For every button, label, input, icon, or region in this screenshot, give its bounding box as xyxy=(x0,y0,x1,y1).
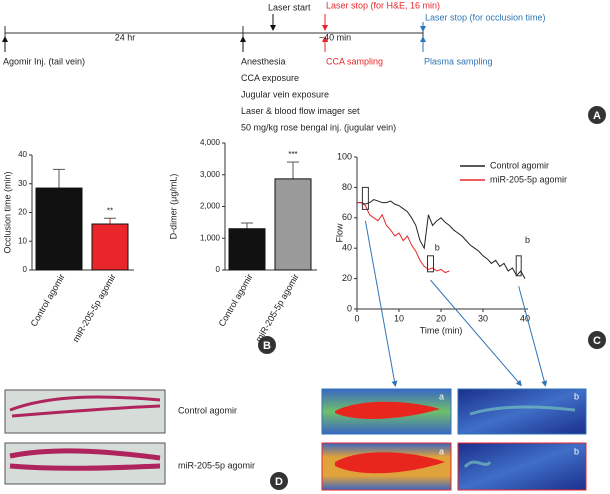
y-tick-label: 4,000 xyxy=(200,138,221,147)
vessel xyxy=(9,395,161,418)
panel-letter: A xyxy=(593,110,601,122)
timeline-label: Agomir Inj. (tail vein) xyxy=(3,56,85,66)
x-tick-label: miR-205-5p agomir xyxy=(254,272,301,344)
y-tick-label: 0 xyxy=(216,265,221,274)
timeline-step: CCA exposure xyxy=(241,73,299,83)
timeline-label: CCA sampling xyxy=(326,56,383,66)
timeline-step: 50 mg/kg rose bengal inj. (jugular vein) xyxy=(241,122,396,132)
image-label: a xyxy=(439,391,444,401)
bar xyxy=(274,178,312,271)
timeline-step: Anesthesia xyxy=(241,56,286,66)
x-tick-label: 40 xyxy=(520,313,530,323)
bar xyxy=(228,228,266,271)
annotation: b xyxy=(435,243,440,253)
y-tick-label: 0 xyxy=(347,303,352,313)
panel-badge xyxy=(258,336,276,354)
vessel xyxy=(335,401,440,419)
zoom-box xyxy=(427,255,434,273)
panel-letter: C xyxy=(593,335,601,347)
interval-label: 24 hr xyxy=(115,32,136,42)
x-tick-label: Control agomir xyxy=(29,272,67,328)
vessel xyxy=(9,448,161,471)
y-axis-label: D-dimer (μg/mL) xyxy=(168,174,178,240)
zoom-arrow xyxy=(430,279,522,387)
legend-label: miR-205-5p agomir xyxy=(490,174,567,184)
x-tick-label: Control agomir xyxy=(217,272,255,328)
x-tick-label: miR-205-5p agomir xyxy=(71,272,118,344)
image-label: a xyxy=(439,446,444,456)
x-tick-label: 0 xyxy=(354,313,359,323)
y-tick-label: 3,000 xyxy=(200,170,221,179)
line-series xyxy=(357,202,450,274)
image-label: miR-205-5p agomir xyxy=(178,460,255,470)
zoom-box xyxy=(361,186,369,210)
y-tick-label: 0 xyxy=(23,265,28,274)
y-tick-label: 60 xyxy=(342,212,352,222)
y-tick-label: 100 xyxy=(337,151,352,161)
y-axis-label: Flow xyxy=(334,223,344,243)
flow-image xyxy=(457,442,587,491)
y-tick-label: 30 xyxy=(18,179,27,188)
panel-badge xyxy=(588,106,606,124)
timeline-label: Laser stop (for H&E, 16 min) xyxy=(326,0,440,10)
interval-label: ~40 min xyxy=(319,32,351,42)
zoom-box xyxy=(515,255,522,277)
image-label: b xyxy=(574,446,579,456)
timeline-label: Laser start xyxy=(268,2,311,12)
y-tick-label: 40 xyxy=(342,243,352,253)
image-label: b xyxy=(574,391,579,401)
y-tick-label: 1,000 xyxy=(200,233,221,242)
timeline-label: Laser stop (for occlusion time) xyxy=(425,12,546,22)
line-series xyxy=(357,198,526,279)
y-tick-label: 20 xyxy=(342,273,352,283)
y-tick-label: 80 xyxy=(342,182,352,192)
y-axis-label: Occlusion time (min) xyxy=(2,171,12,253)
panel-badge xyxy=(270,472,288,490)
x-tick-label: 10 xyxy=(394,313,404,323)
y-tick-label: 10 xyxy=(18,236,27,245)
panel-badge xyxy=(588,331,606,349)
y-tick-label: 20 xyxy=(18,208,27,217)
y-tick-label: 2,000 xyxy=(200,202,221,211)
x-axis-label: Time (min) xyxy=(420,325,463,335)
annotation: b xyxy=(525,235,530,245)
vessel xyxy=(469,405,576,416)
timeline-label: Plasma sampling xyxy=(424,56,493,66)
timeline-step: Jugular vein exposure xyxy=(241,89,329,99)
panel-letter: D xyxy=(275,476,283,488)
x-tick-label: 20 xyxy=(436,313,446,323)
legend-label: Control agomir xyxy=(490,160,549,170)
significance: ** xyxy=(107,206,113,215)
vessel xyxy=(335,452,445,474)
image-label: Control agomir xyxy=(178,405,237,415)
significance: *** xyxy=(288,150,297,159)
zoom-arrow xyxy=(518,286,548,387)
x-tick-label: 30 xyxy=(478,313,488,323)
zoom-arrow xyxy=(364,220,398,387)
bar xyxy=(35,187,83,271)
bar xyxy=(91,223,129,271)
panel-letter: B xyxy=(263,340,271,352)
vessel xyxy=(463,460,492,469)
y-tick-label: 40 xyxy=(18,150,27,159)
timeline-step: Laser & blood flow imager set xyxy=(241,106,360,116)
